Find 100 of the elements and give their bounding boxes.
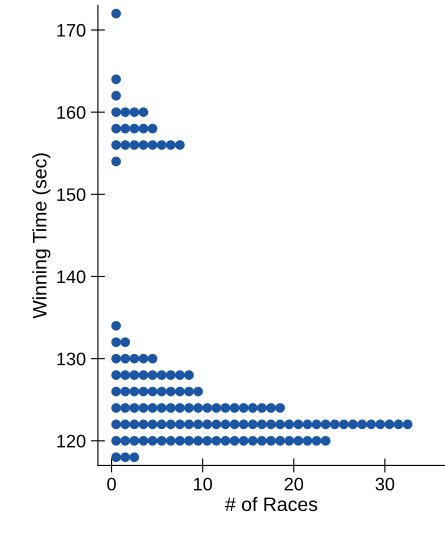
- point: [156, 403, 166, 413]
- point: [257, 403, 267, 413]
- point: [148, 124, 158, 134]
- point: [120, 452, 130, 462]
- point: [130, 436, 140, 446]
- point: [175, 436, 185, 446]
- point: [111, 156, 121, 166]
- point: [130, 403, 140, 413]
- point: [284, 420, 294, 430]
- point: [366, 420, 376, 430]
- point: [175, 420, 185, 430]
- point: [130, 420, 140, 430]
- point: [111, 8, 121, 18]
- point: [111, 124, 121, 134]
- point: [248, 436, 258, 446]
- point: [212, 436, 222, 446]
- point: [130, 370, 140, 380]
- point: [230, 403, 240, 413]
- point: [156, 386, 166, 396]
- point: [175, 403, 185, 413]
- point: [202, 420, 212, 430]
- point: [202, 403, 212, 413]
- point: [330, 420, 340, 430]
- point: [120, 124, 130, 134]
- point: [166, 386, 176, 396]
- point: [156, 370, 166, 380]
- point: [220, 436, 230, 446]
- point: [184, 436, 194, 446]
- point: [184, 386, 194, 396]
- point: [120, 354, 130, 364]
- point: [148, 354, 158, 364]
- point: [166, 370, 176, 380]
- point: [212, 403, 222, 413]
- point: [111, 320, 121, 331]
- point: [111, 74, 121, 84]
- point: [193, 420, 203, 430]
- point: [248, 403, 258, 413]
- point: [166, 420, 176, 430]
- point: [312, 436, 322, 446]
- point: [266, 420, 276, 430]
- y-tick-label: 160: [57, 106, 86, 119]
- point: [120, 420, 130, 430]
- x-axis-title: # of Races: [225, 496, 318, 512]
- point: [175, 140, 185, 150]
- point: [111, 90, 121, 101]
- point: [130, 140, 140, 150]
- point: [266, 436, 276, 446]
- point: [138, 140, 148, 150]
- point: [156, 140, 166, 150]
- point: [175, 386, 185, 396]
- point: [148, 403, 158, 413]
- point: [248, 420, 258, 430]
- point: [130, 354, 140, 364]
- point: [193, 386, 203, 396]
- point: [275, 420, 285, 430]
- x-tick-label: 30: [376, 478, 394, 491]
- point: [294, 420, 304, 430]
- point: [357, 420, 367, 430]
- point: [156, 436, 166, 446]
- point: [111, 403, 121, 413]
- point: [184, 403, 194, 413]
- point: [130, 124, 140, 134]
- point: [120, 403, 130, 413]
- point: [348, 420, 358, 430]
- point: [120, 436, 130, 446]
- point: [175, 370, 185, 380]
- point: [166, 403, 176, 413]
- point: [230, 436, 240, 446]
- point: [120, 370, 130, 380]
- point: [120, 140, 130, 150]
- point: [111, 140, 121, 150]
- point: [320, 436, 330, 446]
- point: [148, 386, 158, 396]
- point: [266, 403, 276, 413]
- point: [376, 420, 386, 430]
- point: [156, 420, 166, 430]
- point: [111, 420, 121, 430]
- point: [111, 386, 121, 396]
- point: [138, 107, 148, 117]
- point: [120, 386, 130, 396]
- point: [193, 403, 203, 413]
- point: [111, 370, 121, 380]
- point: [148, 140, 158, 150]
- point: [148, 420, 158, 430]
- y-tick-label: 170: [57, 24, 86, 37]
- point: [138, 370, 148, 380]
- point: [120, 107, 130, 117]
- point: [238, 403, 248, 413]
- point: [130, 386, 140, 396]
- point: [166, 436, 176, 446]
- point: [275, 403, 285, 413]
- point: [130, 107, 140, 117]
- point: [275, 436, 285, 446]
- point: [193, 436, 203, 446]
- point: [284, 436, 294, 446]
- point: [120, 337, 130, 348]
- point: [184, 370, 194, 380]
- point: [148, 436, 158, 446]
- point: [220, 420, 230, 430]
- point: [138, 386, 148, 396]
